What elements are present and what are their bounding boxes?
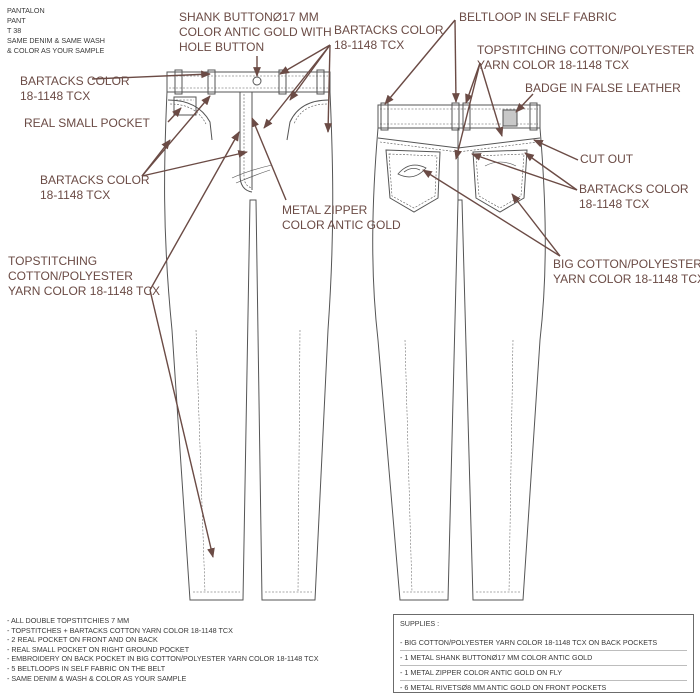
front-beltloop: [207, 69, 216, 95]
back-beltloop: [451, 102, 460, 131]
header-line: PANT: [7, 16, 26, 25]
header-line: SAME DENIM & SAME WASH: [7, 36, 105, 45]
note-line: - 2 REAL POCKET ON FRONT AND ON BACK: [7, 635, 158, 645]
callout-topstitching-front: TOPSTITCHING COTTON/POLYESTER YARN COLOR…: [8, 254, 161, 298]
front-beltloop: [316, 69, 325, 95]
supply-item: - 1 METAL SHANK BUTTONØ17 MM COLOR ANTIC…: [400, 651, 687, 666]
header-line: T 38: [7, 26, 22, 35]
callout-big-cotton: BIG COTTON/POLYESTER YARN COLOR 18-1148 …: [553, 257, 700, 286]
back-pocket-left: [385, 149, 441, 213]
callout-bartacks-mid: BARTACKS COLOR 18-1148 TCX: [40, 173, 150, 202]
front-beltloop: [174, 69, 183, 95]
callout-arrows: [91, 19, 579, 558]
supplies-title: SUPPLIES :: [400, 619, 440, 628]
front-pants: [164, 69, 334, 601]
front-pocket-right: [286, 99, 330, 141]
coin-pocket: [173, 96, 197, 116]
note-line: - EMBROIDERY ON BACK POCKET IN BIG COTTO…: [7, 654, 319, 664]
callout-topstitching-back: TOPSTITCHING COTTON/POLYESTER YARN COLOR…: [477, 43, 695, 72]
shank-button: [252, 76, 262, 86]
leather-badge: [502, 109, 518, 127]
callout-cut-out: CUT OUT: [580, 152, 634, 166]
supply-item: - 6 METAL RIVETSØ8 MM ANTIC GOLD ON FRON…: [400, 683, 607, 692]
header-line: & COLOR AS YOUR SAMPLE: [7, 46, 105, 55]
callout-bartacks-back: BARTACKS COLOR 18-1148 TCX: [579, 182, 689, 211]
callout-real-small-pocket: REAL SMALL POCKET: [24, 116, 150, 130]
callout-metal-zipper: METAL ZIPPER COLOR ANTIC GOLD: [282, 203, 401, 232]
spec-notes: - ALL DOUBLE TOPSTITCHIES 7 MM - TOPSTIT…: [7, 616, 319, 683]
spec-header: PANTALON PANT T 38 SAME DENIM & SAME WAS…: [7, 6, 105, 56]
supplies-box: SUPPLIES : - BIG COTTON/POLYESTER YARN C…: [393, 614, 694, 693]
header-line: PANTALON: [7, 6, 45, 15]
note-line: - REAL SMALL POCKET ON RIGHT GROUND POCK…: [7, 644, 190, 654]
note-line: - ALL DOUBLE TOPSTITCHIES 7 MM: [7, 616, 130, 625]
supply-item: - 1 METAL ZIPPER COLOR ANTIC GOLD ON FLY: [400, 666, 687, 681]
note-line: - SAME DENIM & WASH & COLOR AS YOUR SAMP…: [7, 673, 187, 683]
back-outline: [372, 127, 546, 601]
back-pants: [372, 102, 546, 601]
back-beltloop: [529, 102, 538, 131]
fly: [239, 92, 253, 193]
supply-item: - BIG COTTON/POLYESTER YARN COLOR 18-114…: [400, 636, 687, 651]
callout-badge: BADGE IN FALSE LEATHER: [525, 81, 681, 95]
callout-bartacks-top: BARTACKS COLOR 18-1148 TCX: [334, 23, 444, 52]
back-beltloop: [380, 102, 389, 131]
pocket-embroidery: [397, 164, 427, 178]
callout-shank-button: SHANK BUTTONØ17 MM COLOR ANTIC GOLD WITH…: [179, 10, 332, 54]
front-outline: [164, 91, 334, 601]
note-line: - 5 BELTLOOPS IN SELF FABRIC ON THE BELT: [7, 663, 166, 673]
callout-bartacks-left: BARTACKS COLOR 18-1148 TCX: [20, 74, 130, 103]
back-pocket-right: [472, 149, 528, 213]
note-line: - TOPSTITCHES + BARTACKS COTTON YARN COL…: [7, 625, 233, 635]
callout-beltloop: BELTLOOP IN SELF FABRIC: [459, 10, 617, 24]
